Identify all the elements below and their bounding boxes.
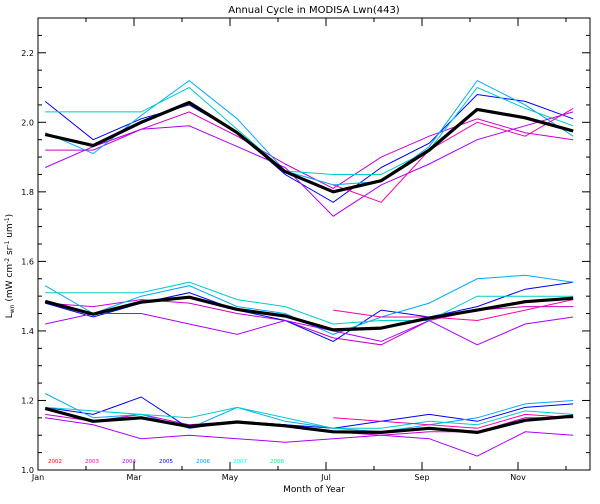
legend-entry-2008: 2008 xyxy=(270,459,284,465)
y-tick-label: 1.8 xyxy=(21,188,34,197)
x-tick-label: May xyxy=(222,473,239,482)
axes: 1.0 1.2 1.4 1.6 1.8 2.0 2.2 Jan Mar May Jul Sep Nov xyxy=(21,18,590,482)
legend-entry-2006: 2006 xyxy=(196,459,210,465)
legend: 2002 2003 2004 2005 2006 2007 2008 xyxy=(48,459,284,465)
year-series-line-group1-2 xyxy=(44,93,574,203)
year-series-line-group2-4 xyxy=(45,281,574,325)
year-series-line-group1-5 xyxy=(45,111,574,217)
year-series-line-group1-6 xyxy=(333,107,574,203)
x-tick-label: Sep xyxy=(414,473,429,482)
y-tick-label: 1.4 xyxy=(21,327,34,336)
y-tick-label: 1.2 xyxy=(21,396,34,405)
year-series-line-group1-3 xyxy=(45,79,574,186)
x-axis-label: Month of Year xyxy=(283,485,345,495)
x-tick-label: Jan xyxy=(31,473,44,482)
year-series-line-group3-6 xyxy=(333,413,574,429)
year-series-line-group3-4 xyxy=(45,406,574,429)
climatology-mean-line-group1 xyxy=(44,100,574,194)
legend-entry-2005: 2005 xyxy=(159,459,173,465)
climatology-mean-line-group2 xyxy=(44,295,574,332)
y-tick-label: 1.6 xyxy=(21,257,34,266)
legend-entry-2007: 2007 xyxy=(233,459,247,465)
x-tick-label: Jul xyxy=(320,473,331,482)
series-layer xyxy=(44,79,574,457)
legend-entry-2004: 2004 xyxy=(122,459,136,465)
year-series-line-group2-5 xyxy=(45,313,574,346)
chart-title: Annual Cycle in MODISA Lwn(443) xyxy=(228,5,400,16)
year-series-line-group3-5 xyxy=(45,417,574,457)
y-tick-label: 2.0 xyxy=(21,118,34,127)
y-tick-label: 1.0 xyxy=(21,466,34,475)
legend-entry-2002: 2002 xyxy=(48,459,62,465)
y-tick-label: 2.2 xyxy=(21,49,34,58)
plot-area xyxy=(37,17,591,471)
year-series-line-group2-2 xyxy=(45,281,574,342)
year-series-line-group3-3 xyxy=(44,393,574,433)
year-series-line-group2-6 xyxy=(333,299,574,322)
legend-entry-2003: 2003 xyxy=(85,459,99,465)
y-axis-label: Lwn (mW cm-2 sr-1 um-1) xyxy=(4,214,16,318)
climatology-mean-line-group3 xyxy=(44,406,574,434)
year-series-line-group1-1 xyxy=(45,111,574,189)
x-tick-label: Nov xyxy=(510,473,526,482)
x-tick-label: Mar xyxy=(126,473,142,482)
year-series-line-group3-2 xyxy=(45,396,574,429)
year-series-line-group1-4 xyxy=(45,86,574,175)
